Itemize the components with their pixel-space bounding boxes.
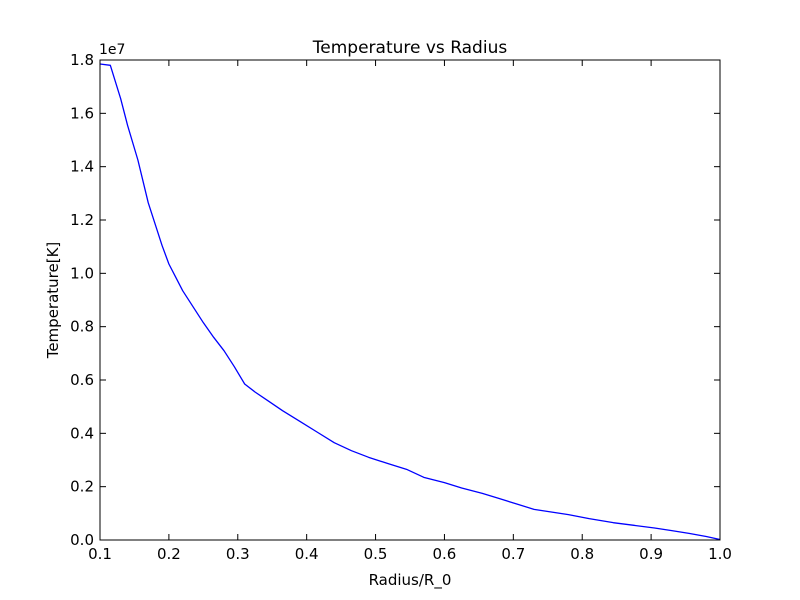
data-point: [499, 498, 500, 499]
data-point: [551, 511, 552, 512]
data-point: [161, 245, 162, 246]
x-tick-label: 0.2: [157, 545, 181, 563]
data-point: [203, 322, 204, 323]
data-point: [706, 536, 707, 537]
data-point: [671, 530, 672, 531]
x-tick-label: 0.4: [295, 545, 319, 563]
y-tick-label: 0.4: [70, 424, 94, 442]
data-point: [482, 493, 483, 494]
data-point: [589, 518, 590, 519]
data-point: [175, 277, 176, 278]
data-point: [244, 383, 245, 384]
data-point: [182, 290, 183, 291]
data-point: [137, 159, 138, 160]
data-point: [423, 477, 424, 478]
x-tick-label: 0.8: [570, 545, 594, 563]
data-point: [406, 469, 407, 470]
data-point: [110, 65, 111, 66]
data-point: [223, 350, 224, 351]
y-tick-label: 0.2: [70, 478, 94, 496]
x-tick-label: 0.7: [501, 545, 525, 563]
data-point: [368, 457, 369, 458]
data-point: [148, 202, 149, 203]
data-point: [168, 263, 169, 264]
data-point: [654, 527, 655, 528]
data-point: [234, 366, 235, 367]
data-point: [444, 482, 445, 483]
plot-frame: [99, 59, 721, 541]
x-tick-label: 0.3: [226, 545, 250, 563]
y-tick-label: 0.6: [70, 371, 94, 389]
y-tick-label: 1.4: [70, 158, 94, 176]
data-point: [282, 410, 283, 411]
data-point: [568, 514, 569, 515]
data-point: [334, 442, 335, 443]
y-tick-label: 1.8: [70, 51, 94, 69]
y-tick-label: 0.0: [70, 531, 94, 549]
x-tick-label: 0.6: [433, 545, 457, 563]
data-point: [351, 450, 352, 451]
data-point: [299, 421, 300, 422]
x-axis-label: Radius/R_0: [369, 571, 452, 590]
data-point: [120, 98, 121, 99]
data-point: [461, 487, 462, 488]
data-point: [268, 401, 269, 402]
data-point: [316, 431, 317, 432]
y-tick-label: 1.2: [70, 211, 94, 229]
x-tick-label: 0.9: [639, 545, 663, 563]
series-lines: [99, 63, 721, 541]
data-point: [633, 525, 634, 526]
data-point: [389, 463, 390, 464]
y-axis-label: Temperature[K]: [44, 242, 62, 360]
y-tick-label: 0.8: [70, 318, 94, 336]
temperature-line: [99, 63, 721, 541]
y-tick-label: 1.6: [70, 104, 94, 122]
data-point: [213, 337, 214, 338]
data-point: [613, 522, 614, 523]
data-point: [192, 306, 193, 307]
data-point: [254, 391, 255, 392]
data-point: [533, 509, 534, 510]
axis-ticks: 0.1 0.2 0.3 0.4 0.5 0.6 0.7 0.8 0.9 1.0 0.0 0.2 0.4 0…: [70, 51, 732, 563]
chart-title: Temperature vs Radius: [312, 38, 508, 58]
y-offset-label: 1e7: [99, 42, 125, 58]
data-point: [688, 533, 689, 534]
x-tick-label: 0.5: [364, 545, 388, 563]
data-point: [127, 125, 128, 126]
data-point: [516, 503, 517, 504]
x-tick-label: 0.1: [88, 545, 112, 563]
x-tick-label: 1.0: [708, 545, 732, 563]
y-tick-label: 1.0: [70, 264, 94, 282]
